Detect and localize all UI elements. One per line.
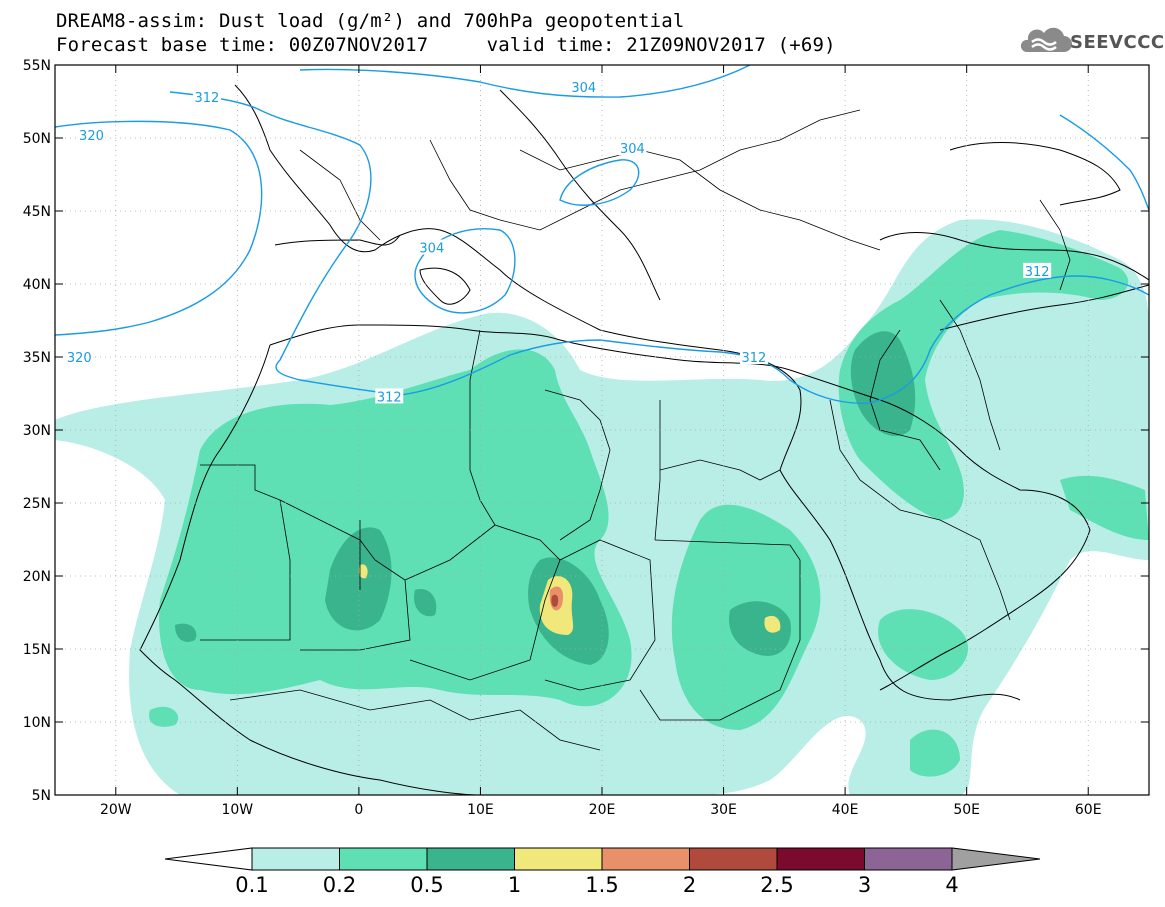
contour-label: 312 (377, 390, 402, 405)
legend-arrow-low (164, 847, 253, 871)
legend-label: 0.5 (410, 873, 443, 897)
contour-label: 312 (195, 91, 220, 106)
lat-tick-label: 30N (23, 423, 51, 439)
contour-label-bg (1023, 262, 1052, 278)
lon-tick-label: 60E (1075, 802, 1102, 818)
contour-label: 312 (1025, 265, 1050, 280)
lon-tick-label: 0 (354, 802, 363, 818)
forecast-time-subtitle: Forecast base time: 00Z07NOV2017 valid t… (56, 34, 836, 56)
contour-label: 320 (79, 129, 104, 144)
lat-tick-label: 50N (23, 131, 51, 147)
lon-tick-label: 20W (100, 802, 132, 818)
contour-label-bg (192, 89, 221, 105)
contour-label: 320 (67, 351, 92, 366)
legend-label: 3 (858, 873, 871, 897)
contour-label-bg (618, 140, 647, 156)
lon-tick-label: 50E (953, 802, 980, 818)
legend-label: 4 (945, 873, 958, 897)
dust-shading-2.5 (551, 594, 559, 607)
lat-tick-label: 10N (23, 715, 51, 731)
legend-color-box (514, 847, 603, 871)
legend-label: 2.5 (760, 873, 793, 897)
lat-tick-label: 55N (23, 58, 51, 74)
contour-label: 304 (620, 142, 645, 157)
legend-color-box (601, 847, 690, 871)
lon-tick-label: 10W (221, 802, 253, 818)
legend-label: 0.1 (235, 873, 268, 897)
lon-tick-label: 40E (832, 802, 859, 818)
legend-label: 1.5 (585, 873, 618, 897)
contour-label-bg (375, 388, 404, 404)
lat-tick-label: 40N (23, 277, 51, 293)
axis-ticks: 20W 10W 0 10E 20E 30E 40E 50E 60E 55N 50N 45N 40N 35N… (23, 58, 1149, 818)
lat-tick-label: 15N (23, 642, 51, 658)
contour-label: 304 (571, 81, 596, 96)
lat-tick-label: 5N (32, 788, 51, 804)
legend-color-box (689, 847, 778, 871)
contour-labels: 312 320 304 304 304 320 312 312 312 (65, 78, 1052, 405)
coastlines (139, 84, 1149, 795)
contour-label-bg (65, 349, 94, 364)
legend-color-box (251, 847, 340, 871)
geopotential-contours (55, 65, 1149, 404)
cloud-logo-icon (1020, 27, 1072, 52)
legend-color-box (864, 847, 953, 871)
lat-tick-label: 20N (23, 569, 51, 585)
legend-color-box (339, 847, 428, 871)
lat-tick-label: 35N (23, 350, 51, 366)
legend-label: 2 (683, 873, 696, 897)
contour-label-bg (739, 349, 768, 364)
country-borders (200, 109, 1071, 751)
lat-lon-grid (55, 65, 1149, 795)
contour-label: 304 (419, 242, 444, 257)
lon-tick-label: 30E (710, 802, 737, 818)
legend-color-box (426, 847, 515, 871)
contour-label-bg (417, 239, 446, 255)
legend-label: 1 (508, 873, 521, 897)
map-title: DREAM8-assim: Dust load (g/m²) and 700hP… (56, 10, 685, 32)
lon-tick-label: 20E (589, 802, 616, 818)
legend-arrow-high (951, 847, 1041, 871)
lon-tick-label: 10E (467, 802, 494, 818)
lat-tick-label: 45N (23, 204, 51, 220)
lat-tick-label: 25N (23, 496, 51, 512)
contour-label-bg (569, 78, 598, 94)
logo-text: SEEVCCC (1070, 32, 1165, 53)
contour-label: 312 (742, 351, 767, 366)
legend-color-box (776, 847, 865, 871)
legend-label: 0.2 (323, 873, 356, 897)
contour-label-bg (77, 127, 106, 143)
